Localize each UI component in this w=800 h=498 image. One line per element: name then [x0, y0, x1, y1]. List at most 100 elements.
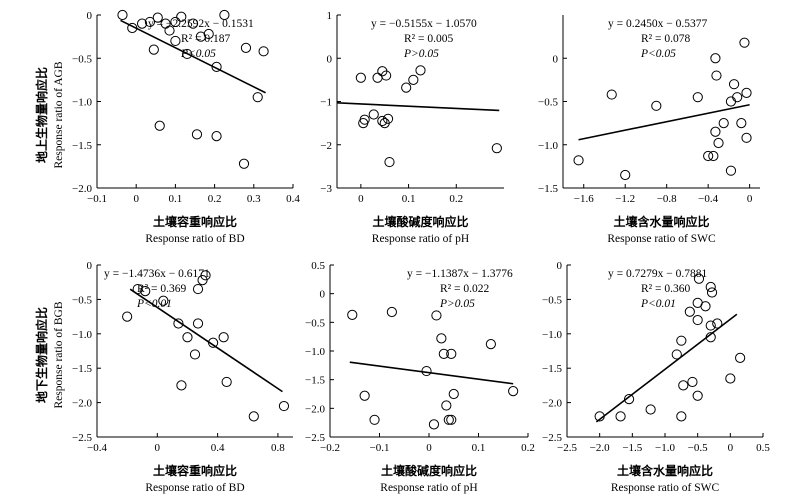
- data-point: [415, 65, 426, 76]
- data-point: [359, 390, 370, 401]
- x-tick-label: −0.5: [688, 442, 708, 454]
- data-point: [620, 169, 631, 181]
- y-tick-label: −1.0: [72, 329, 92, 341]
- data-point: [725, 373, 736, 384]
- y-tick-label: −1.0: [538, 140, 558, 152]
- data-point: [278, 400, 290, 412]
- data-point: [192, 283, 204, 295]
- y-tick-label: −1.5: [72, 140, 92, 152]
- y-tick-label: 0: [87, 10, 93, 22]
- data-point: [408, 74, 419, 85]
- data-point: [705, 281, 716, 293]
- y-tick-label: 0: [327, 53, 333, 65]
- x-tick-label: 0: [155, 442, 161, 454]
- regression-equation: y = 0.2450x − 0.5377: [608, 18, 707, 30]
- data-point: [211, 131, 222, 142]
- data-point: [421, 365, 432, 377]
- x-tick-label: 0.2: [449, 193, 463, 205]
- data-point: [347, 309, 358, 320]
- data-point: [491, 143, 502, 154]
- data-point: [705, 320, 716, 331]
- x-tick-label: 0: [358, 193, 364, 205]
- data-point: [485, 339, 496, 350]
- regression-line: [578, 103, 750, 141]
- y-tick-label: 0: [553, 53, 559, 65]
- data-point: [401, 82, 412, 93]
- data-point: [623, 394, 635, 405]
- data-point: [170, 16, 181, 28]
- r-squared-label: R² = 0.369: [137, 283, 186, 295]
- x-tick-label: 0: [728, 442, 734, 454]
- row-label-agb-en: Response ratio of AGB: [53, 61, 65, 168]
- data-point: [170, 35, 181, 47]
- data-point: [258, 46, 269, 57]
- x-axis-label: Response ratio of SWC: [611, 482, 720, 494]
- y-tick-label: −2.5: [542, 432, 562, 444]
- x-axis-label: Response ratio of BD: [145, 233, 244, 245]
- y-tick-label: 0.5: [311, 260, 325, 272]
- data-point: [739, 37, 750, 48]
- data-point: [446, 348, 457, 359]
- data-point: [164, 25, 175, 36]
- regression-line: [129, 288, 283, 393]
- y-tick-label: −0.5: [542, 294, 562, 306]
- x-tick-label: 0: [747, 193, 753, 205]
- chart-panel-6: 0 −0.5 −1.0 −1.5 −2.0 −2.5−2.5 −2.0 −1.5 −1.0 −0.…: [542, 260, 770, 494]
- chart-panel-4: 0 −0.5 −1.0 −1.5 −2.0 −2.5−0.4 0 0.4 0.8 y = −1.4…: [72, 260, 293, 494]
- x-tick-label: 0.1: [472, 442, 486, 454]
- x-tick-label: 0.8: [271, 442, 285, 454]
- data-point: [240, 42, 252, 53]
- y-tick-label: 0: [557, 260, 563, 272]
- x-axis-label-cn: 土壤酸碱度响应比: [372, 214, 468, 229]
- p-value-label: P<0.01: [136, 298, 172, 310]
- data-point: [386, 306, 397, 318]
- y-tick-label: −2.0: [542, 398, 562, 410]
- x-tick-label: −0.4: [698, 193, 718, 205]
- data-point: [192, 318, 204, 329]
- y-tick-label: −1.5: [538, 183, 558, 195]
- r-squared-label: R² = 0.078: [641, 33, 690, 45]
- x-tick-label: 0.5: [756, 442, 770, 454]
- x-tick-label: −1.2: [615, 193, 635, 205]
- regression-line: [336, 102, 500, 112]
- data-point: [706, 287, 718, 298]
- data-point: [369, 414, 380, 425]
- data-point: [173, 318, 184, 329]
- y-tick-label: −1.0: [542, 329, 562, 341]
- data-point: [355, 72, 366, 83]
- y-tick-label: 1: [327, 10, 333, 22]
- x-tick-label: 0: [426, 442, 432, 454]
- x-tick-label: 0.1: [402, 193, 416, 205]
- chart-panel-3: 0 −0.5 −1.0 −1.5 −1.6 −1.2 −0.8 −0.4 0 y = 0.2450…: [538, 15, 760, 245]
- x-tick-label: 0.3: [247, 193, 261, 205]
- data-point: [191, 129, 203, 140]
- y-tick-label: −0.5: [305, 317, 325, 329]
- data-point: [441, 400, 452, 411]
- y-tick-label: 0: [320, 289, 326, 301]
- data-point: [728, 79, 740, 90]
- p-value-label: P<0.05: [180, 48, 216, 60]
- y-tick-label: 0: [87, 260, 93, 272]
- row-label-bgb-cn: 地下生物量响应比: [34, 307, 49, 403]
- data-point: [122, 311, 133, 322]
- data-point: [651, 100, 662, 111]
- row-label-bgb-en: Response ratio of BGB: [53, 301, 65, 408]
- data-point: [693, 273, 705, 284]
- y-tick-label: −0.5: [538, 97, 558, 109]
- y-tick-label: −1.0: [305, 346, 325, 358]
- x-tick-label: −0.1: [87, 193, 107, 205]
- data-point: [446, 414, 457, 425]
- data-point: [195, 31, 206, 42]
- data-point: [687, 376, 698, 388]
- x-tick-label: 0.2: [521, 442, 535, 454]
- data-point: [117, 9, 128, 21]
- y-tick-label: −1: [320, 97, 332, 109]
- y-tick-label: −1.5: [542, 363, 562, 375]
- regression-equation: y = −2.2592x − 0.1531: [148, 18, 254, 30]
- row-label-bgb: 地下生物量响应比 Response ratio of BGB: [34, 301, 65, 408]
- data-point: [708, 150, 719, 162]
- data-point: [508, 386, 519, 397]
- data-point: [438, 348, 449, 359]
- regression-line: [595, 313, 738, 423]
- chart-panel-2: 1 0 −1 −2 −3 0 0.1 0.2 y = −0.5155x − 1.0570 R² =…: [320, 10, 504, 245]
